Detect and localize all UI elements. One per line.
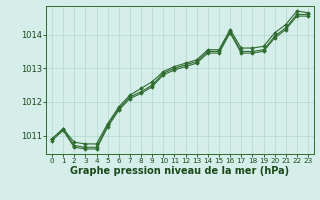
X-axis label: Graphe pression niveau de la mer (hPa): Graphe pression niveau de la mer (hPa) (70, 166, 290, 176)
